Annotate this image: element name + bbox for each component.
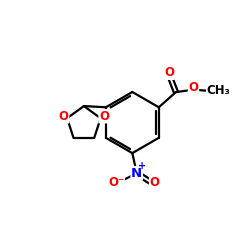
- Text: O: O: [188, 82, 198, 94]
- Text: CH₃: CH₃: [207, 84, 231, 97]
- Text: O: O: [150, 176, 160, 190]
- Text: O: O: [99, 110, 109, 123]
- Text: +: +: [138, 161, 146, 171]
- Text: O: O: [164, 66, 174, 79]
- Text: O: O: [59, 110, 69, 123]
- Text: N: N: [131, 167, 142, 180]
- Text: O⁻: O⁻: [108, 176, 124, 190]
